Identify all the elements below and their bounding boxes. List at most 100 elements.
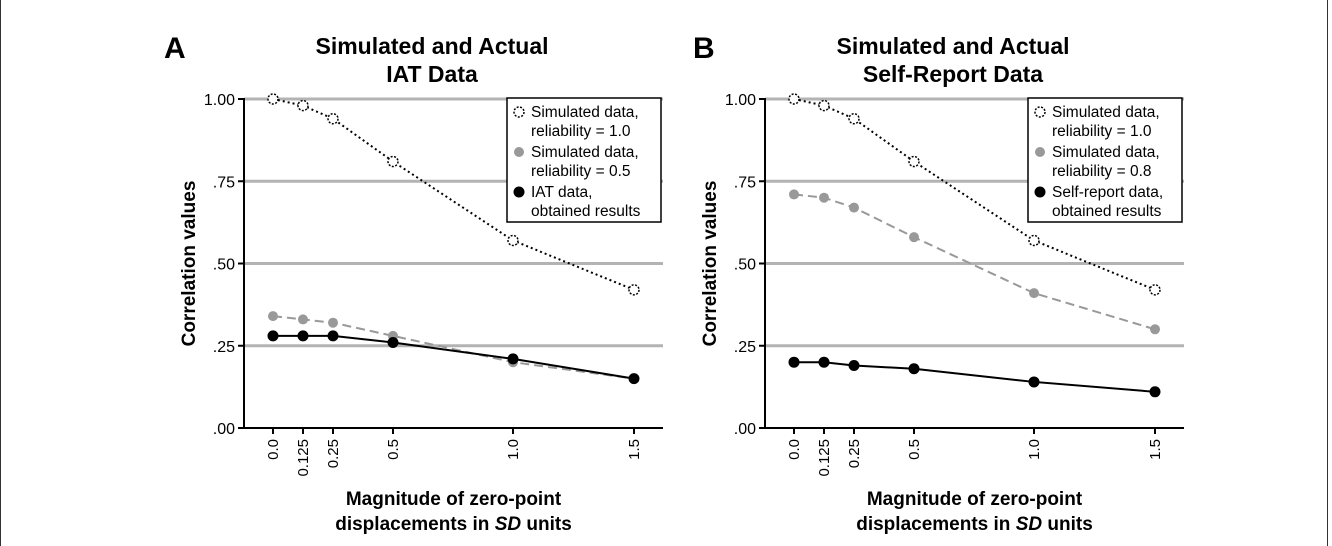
x-tick-label: 1.5 [626, 439, 643, 460]
series-3-point [267, 330, 279, 342]
legend-marker-1 [513, 106, 525, 118]
x-tick-label: 0.25 [846, 439, 863, 468]
series-line-2 [272, 315, 635, 380]
legend-label-1-line1: Simulated data, [531, 104, 639, 121]
y-axis-label: Correlation values [700, 181, 721, 347]
chart-title-line2: IAT Data [386, 61, 478, 87]
x-tick-label: 0.25 [325, 439, 342, 468]
legend-label-1-line2: reliability = 1.0 [531, 123, 631, 140]
y-tick-label: .25 [213, 339, 235, 356]
series-3-point [818, 356, 830, 368]
legend-label-2-line2: reliability = 0.8 [1052, 163, 1152, 180]
x-tick-label: 0.0 [265, 439, 282, 460]
legend-label-2-line1: Simulated data, [1052, 144, 1160, 161]
x-tick-label: 1.0 [505, 439, 522, 460]
x-axis-label-italic: SD [1016, 514, 1043, 535]
series-3-point [848, 359, 860, 371]
x-axis-label-prefix: displacements in [856, 514, 1015, 535]
series-2-point [1150, 324, 1160, 335]
legend-label-3-line1: Self-report data, [1052, 184, 1163, 201]
series-line-1 [793, 98, 1156, 291]
series-1-point [297, 99, 309, 112]
series-3-point [908, 363, 920, 375]
series-3-point [507, 353, 519, 365]
x-axis-label-suffix: units [521, 514, 572, 535]
x-axis-label-line2: displacements in SD units [856, 514, 1093, 535]
series-1-point [628, 284, 640, 296]
series-1-point [908, 155, 920, 168]
series-2-point [849, 202, 859, 213]
legend-marker-2 [514, 147, 524, 157]
y-tick-label: .50 [213, 257, 235, 274]
legend-label-2-line1: Simulated data, [531, 144, 639, 161]
legend-label-1-line2: reliability = 1.0 [1052, 123, 1152, 140]
x-tick-label: 0.125 [295, 439, 312, 477]
series-2-point [819, 192, 829, 203]
series-2-point [1029, 288, 1039, 299]
series-2-point [909, 232, 919, 243]
series-3-point [1028, 376, 1040, 388]
series-3-point [788, 356, 800, 368]
series-3-point [297, 330, 309, 342]
series-2-point [298, 314, 308, 325]
chart-title-line1: Simulated and Actual [836, 33, 1069, 59]
series-1-point [507, 234, 519, 247]
y-axis-label: Correlation values [179, 181, 200, 347]
legend-box [506, 97, 662, 223]
y-tick-label: .50 [734, 257, 756, 274]
x-tick-label: 1.0 [1026, 439, 1043, 460]
series-3-point [628, 373, 640, 385]
x-tick-label: 1.5 [1147, 439, 1164, 460]
chart-title-line1: Simulated and Actual [315, 33, 548, 59]
legend-marker-1 [1034, 106, 1046, 118]
legend-label-1-line1: Simulated data, [1052, 104, 1160, 121]
legend-box [1027, 97, 1183, 223]
panel-letter: A [164, 32, 186, 65]
series-3-point [1149, 386, 1161, 398]
series-2-point [789, 189, 799, 200]
series-3-point [327, 330, 339, 342]
x-axis-label-suffix: units [1042, 514, 1093, 535]
legend-label-3-line2: obtained results [1052, 203, 1162, 220]
series-1-point [848, 112, 860, 125]
chart-title-line2: Self-Report Data [863, 61, 1043, 87]
legend-label-3-line2: obtained results [531, 203, 641, 220]
series-2-point [268, 311, 278, 322]
series-line-1 [272, 98, 635, 291]
x-axis-label-line2: displacements in SD units [335, 514, 572, 535]
x-tick-label: 0.0 [786, 439, 803, 460]
x-tick-label: 0.125 [816, 439, 833, 477]
legend-label-3-line1: IAT data, [531, 184, 592, 201]
x-tick-label: 0.5 [906, 439, 923, 460]
series-1-point [788, 93, 800, 105]
x-axis-label-line1: Magnitude of zero-point [867, 489, 1083, 510]
series-1-point [1149, 284, 1161, 296]
series-line-2 [793, 193, 1156, 331]
legend-marker-3 [513, 186, 525, 198]
y-tick-label: .25 [734, 339, 756, 356]
x-axis-label-prefix: displacements in [335, 514, 494, 535]
y-tick-label: .75 [734, 174, 756, 191]
series-1-point [327, 112, 339, 125]
series-1-point [387, 155, 399, 168]
series-line-3 [794, 361, 1156, 393]
legend-marker-2 [1035, 147, 1045, 157]
y-tick-label: .00 [213, 421, 235, 438]
series-1-point [267, 93, 279, 105]
y-tick-label: 1.00 [725, 92, 756, 109]
x-axis-label-italic: SD [495, 514, 522, 535]
y-tick-label: .00 [734, 421, 756, 438]
x-axis-label-line1: Magnitude of zero-point [346, 489, 562, 510]
legend-marker-3 [1034, 186, 1046, 198]
x-tick-label: 0.5 [385, 439, 402, 460]
legend-label-2-line2: reliability = 0.5 [531, 163, 631, 180]
series-1-point [818, 99, 830, 112]
y-tick-label: .75 [213, 174, 235, 191]
y-tick-label: 1.00 [204, 92, 235, 109]
series-2-point [328, 317, 338, 328]
panel-letter: B [693, 32, 715, 65]
series-3-point [387, 336, 399, 348]
